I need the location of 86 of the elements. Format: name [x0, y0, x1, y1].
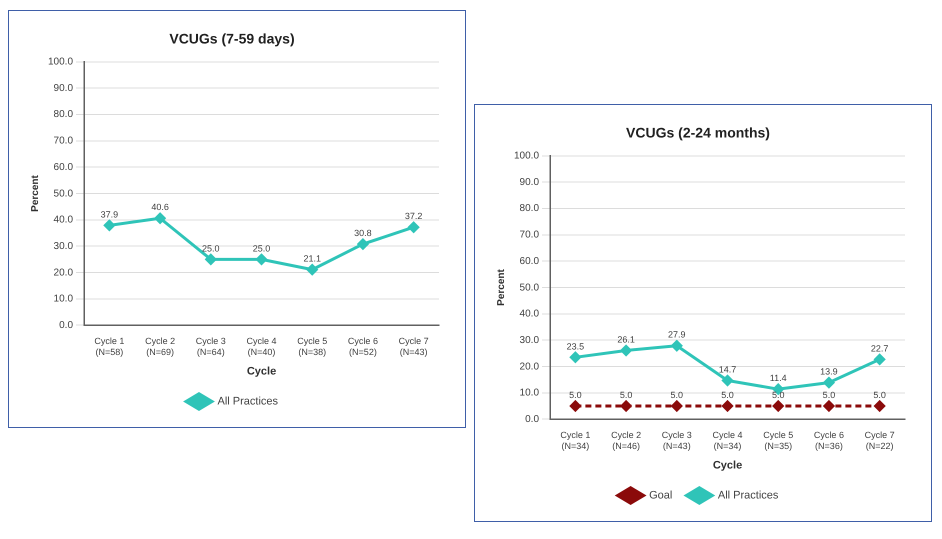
y-tick-label: 0.0	[525, 414, 540, 425]
x-tick-label: Cycle 7 (N=22)	[864, 430, 895, 451]
point	[671, 340, 682, 352]
legend-label: All Practices	[718, 490, 779, 502]
point	[570, 400, 581, 412]
data-label: 13.9	[820, 366, 838, 377]
y-tick-label: 70.0	[520, 230, 540, 241]
point	[620, 400, 632, 412]
point	[357, 238, 368, 250]
x-tick-label: Cycle 1 (N=34)	[560, 430, 590, 451]
x-tick-label: Cycle 6 (N=36)	[814, 430, 844, 451]
data-label: 5.0	[772, 390, 784, 400]
y-tick-label: 60.0	[54, 162, 74, 173]
point	[823, 400, 834, 412]
data-label: 5.0	[670, 390, 684, 400]
data-label: 5.0	[822, 390, 836, 400]
x-axis-title: Cycle	[712, 459, 742, 472]
point	[874, 354, 886, 365]
y-tick-label: 40.0	[54, 214, 74, 226]
data-label: 23.5	[566, 341, 584, 352]
x-tick-label: Cycle 4 (N=40)	[246, 336, 277, 357]
y-tick-label: 100.0	[48, 56, 74, 68]
x-tick-label: Cycle 1 (N=58)	[94, 336, 124, 357]
data-label: 5.0	[569, 390, 582, 400]
y-tick-label: 70.0	[54, 136, 74, 147]
y-axis-title: Percent	[496, 268, 507, 306]
legend-label: All Practices	[217, 396, 279, 408]
data-label: 37.2	[404, 211, 422, 222]
data-label: 5.0	[721, 390, 734, 400]
y-tick-label: 50.0	[54, 188, 74, 200]
point	[874, 400, 886, 412]
point	[722, 374, 734, 386]
data-label: 22.7	[870, 343, 888, 354]
x-tick-label: Cycle 4 (N=34)	[712, 430, 743, 451]
x-tick-label: Cycle 6 (N=52)	[348, 336, 378, 357]
y-tick-label: 0.0	[59, 320, 74, 331]
data-label: 25.0	[202, 243, 220, 254]
point	[104, 220, 115, 231]
point	[722, 400, 734, 412]
data-label: 5.0	[620, 390, 632, 400]
x-axis-title: Cycle	[246, 365, 276, 378]
y-tick-label: 10.0	[54, 294, 74, 305]
data-label: 27.9	[668, 330, 686, 340]
y-tick-label: 90.0	[520, 176, 540, 188]
y-tick-label: 20.0	[520, 361, 540, 372]
y-tick-label: 10.0	[520, 388, 540, 399]
x-tick-label: Cycle 2 (N=69)	[145, 336, 176, 357]
y-tick-label: 30.0	[54, 240, 74, 252]
y-tick-label: 20.0	[54, 267, 74, 278]
legend-label: Goal	[649, 490, 672, 502]
point	[570, 352, 581, 363]
data-label: 21.1	[303, 254, 321, 264]
x-tick-label: Cycle 3 (N=64)	[196, 336, 226, 357]
chart-title: VCUGs (2-24 months)	[626, 124, 770, 140]
chart-title: VCUGs (7-59 days)	[169, 30, 295, 46]
x-tick-label: Cycle 2 (N=46)	[611, 430, 642, 451]
point	[823, 377, 834, 388]
y-tick-label: 100.0	[514, 150, 540, 162]
y-axis-title: Percent	[30, 174, 41, 212]
data-label: 5.0	[873, 390, 886, 400]
point	[154, 212, 166, 224]
data-label: 40.6	[151, 202, 169, 212]
data-label: 14.7	[718, 364, 736, 374]
point	[256, 254, 268, 265]
data-label: 25.0	[252, 243, 270, 254]
point	[408, 222, 420, 233]
x-tick-label: Cycle 7 (N=43)	[398, 336, 429, 357]
y-tick-label: 50.0	[520, 282, 540, 294]
point	[620, 344, 632, 356]
y-tick-label: 60.0	[520, 256, 540, 267]
x-tick-label: Cycle 5 (N=35)	[763, 430, 794, 451]
x-tick-label: Cycle 3 (N=43)	[662, 430, 692, 451]
y-tick-label: 30.0	[520, 334, 540, 346]
y-tick-label: 80.0	[520, 203, 540, 214]
point	[205, 254, 216, 265]
x-tick-label: Cycle 5 (N=38)	[297, 336, 328, 357]
data-label: 37.9	[100, 209, 118, 220]
y-tick-label: 40.0	[520, 308, 540, 320]
y-tick-label: 90.0	[54, 82, 74, 94]
y-tick-label: 80.0	[54, 109, 74, 120]
data-label: 30.8	[354, 228, 372, 238]
point	[772, 400, 784, 412]
point	[306, 264, 318, 276]
point	[671, 400, 682, 412]
data-label: 11.4	[770, 373, 787, 384]
data-label: 26.1	[617, 334, 635, 344]
